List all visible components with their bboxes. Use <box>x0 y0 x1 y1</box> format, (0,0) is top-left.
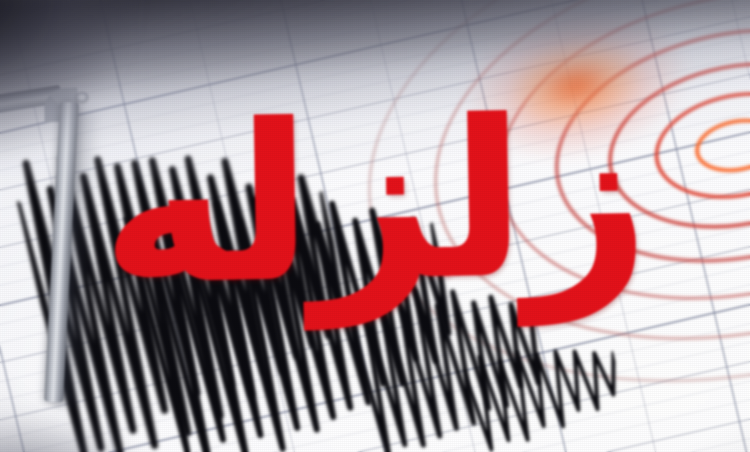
left-shadow <box>0 0 255 245</box>
trace-path <box>461 349 616 452</box>
bottom-left-shadow <box>0 343 300 452</box>
